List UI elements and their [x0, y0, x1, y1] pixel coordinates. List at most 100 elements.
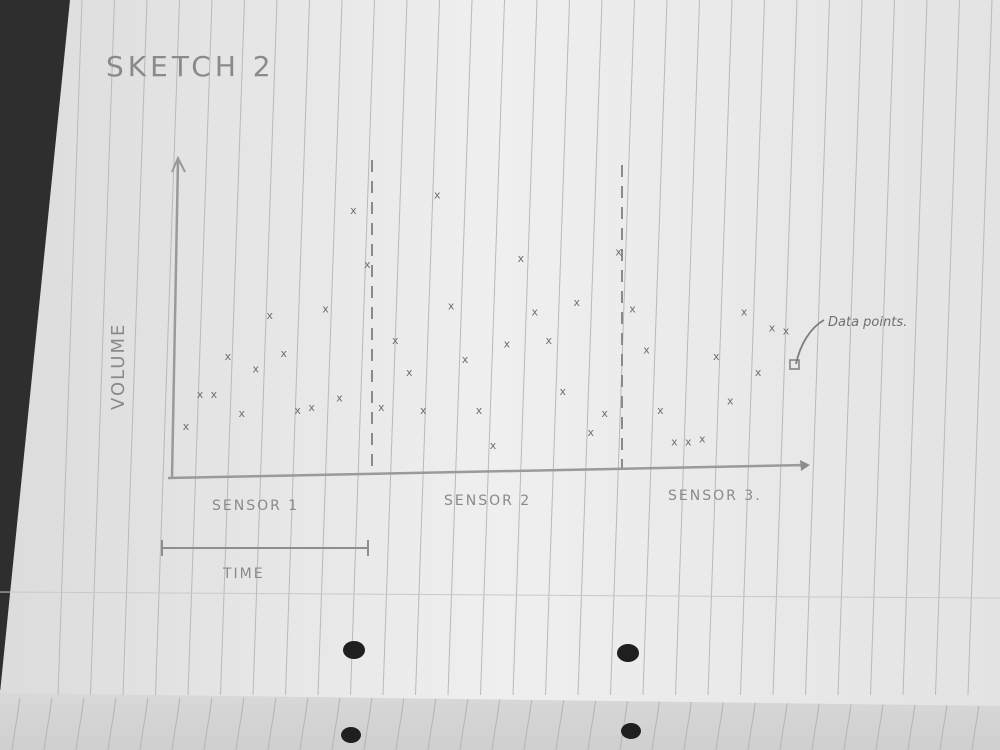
data-point-sensor-2: x — [573, 296, 580, 309]
ruled-line — [870, 0, 895, 696]
lower-ruled-line — [267, 697, 277, 750]
data-point-sensor-1: x — [294, 404, 301, 417]
lower-ruled-line — [747, 697, 757, 750]
group-label-sensor-3: SENSOR 3. — [668, 488, 762, 504]
lower-ruled-line — [619, 697, 629, 750]
ruled-line — [610, 0, 635, 696]
punch-hole-lower-left — [341, 727, 361, 743]
lower-ruled-line — [587, 697, 597, 750]
data-point-sensor-2: x — [532, 306, 539, 319]
data-point-sensor-1: x — [225, 350, 232, 363]
scatter-chart: SKETCH 2 VOLUME SENSOR 1 SENSOR 2 SENSOR… — [106, 50, 907, 582]
lower-ruled-line — [683, 697, 693, 750]
data-point-sensor-1: x — [197, 388, 204, 401]
data-point-sensor-3: x — [671, 436, 678, 449]
lower-ruled-line — [907, 697, 917, 750]
ruled-line — [317, 0, 343, 696]
data-point-sensor-2: x — [420, 404, 427, 417]
ruled-line — [187, 0, 213, 696]
data-point-sensor-2: x — [364, 258, 371, 271]
data-point-sensor-3: x — [685, 436, 692, 449]
data-point-sensor-2: x — [406, 366, 413, 379]
ruled-line — [252, 0, 278, 696]
ruled-line — [935, 0, 960, 696]
ruled-line — [642, 0, 668, 696]
lower-ruled-line — [939, 697, 949, 750]
lower-ruled-line — [811, 697, 821, 750]
lower-ruled-line — [139, 697, 149, 750]
ruled-line — [415, 0, 440, 696]
ruled-line — [57, 0, 83, 696]
ruled-line — [220, 0, 245, 696]
data-point-sensor-3: x — [629, 303, 636, 316]
y-axis-label: VOLUME — [108, 323, 129, 410]
punch-hole-left — [343, 641, 365, 659]
lower-ruled-line — [331, 697, 341, 750]
ruled-line — [447, 0, 473, 696]
data-point-sensor-2: x — [476, 404, 483, 417]
lower-ruled-line — [395, 697, 405, 750]
chart-title: SKETCH 2 — [106, 50, 275, 83]
lower-ruled-line — [171, 697, 181, 750]
data-point-sensor-2: x — [462, 353, 469, 366]
paper-sheet — [0, 0, 1000, 706]
lower-ruled-line — [491, 697, 501, 750]
data-point-sensor-2: x — [518, 252, 525, 265]
lower-ruled-line — [107, 697, 117, 750]
data-point-sensor-3: x — [657, 404, 664, 417]
lower-ruled-line — [555, 697, 565, 750]
data-point-sensor-1: x — [322, 303, 329, 316]
data-point-sensor-3: x — [699, 433, 706, 446]
data-point-sensor-2: x — [434, 188, 441, 201]
group-label-sensor-1: SENSOR 1 — [212, 498, 299, 514]
lower-ruled-line — [235, 697, 245, 750]
ruled-line — [772, 0, 798, 696]
lower-ruled-line — [843, 697, 853, 750]
data-point-sensor-3: x — [755, 366, 762, 379]
y-axis-line — [170, 159, 180, 479]
lower-ruled-line — [43, 697, 53, 750]
lower-ruled-line — [11, 697, 21, 750]
data-point-sensor-1: x — [336, 391, 343, 404]
group-label-sensor-2: SENSOR 2 — [444, 493, 531, 509]
annotated-point-box — [789, 359, 800, 370]
lower-ruled-line — [779, 697, 789, 750]
ruled-line — [382, 0, 408, 696]
ruled-line — [707, 0, 733, 696]
annotation-label: Data points. — [828, 315, 907, 330]
data-point-sensor-2: x — [546, 334, 553, 347]
punch-hole-right — [617, 644, 639, 662]
margin-line — [0, 591, 1000, 599]
lower-ruled-line — [299, 697, 309, 750]
data-point-sensor-3: x — [587, 426, 594, 439]
data-point-sensor-1: x — [253, 363, 260, 376]
lower-sheet-lines — [11, 697, 981, 750]
x-axis-arrowhead — [800, 460, 810, 471]
ruled-line — [740, 0, 765, 696]
ruled-line — [122, 0, 148, 696]
lower-ruled-line — [971, 697, 981, 750]
ruled-line — [805, 0, 830, 696]
data-point-sensor-3: x — [601, 407, 608, 420]
data-point-sensor-2: x — [490, 439, 497, 452]
lower-ruled-line — [427, 697, 437, 750]
ruled-line — [350, 0, 375, 696]
data-point-sensor-1: x — [266, 309, 273, 322]
data-point-sensor-1: x — [211, 388, 218, 401]
lower-ruled-line — [523, 697, 533, 750]
data-point-sensor-3: x — [713, 350, 720, 363]
lower-ruled-line — [203, 697, 213, 750]
ruled-line — [675, 0, 700, 696]
data-point-sensor-3: x — [727, 394, 734, 407]
data-point-sensor-3: x — [783, 325, 790, 338]
lower-ruled-line — [651, 697, 661, 750]
lower-ruled-line — [715, 697, 725, 750]
data-point-sensor-1: x — [308, 401, 315, 414]
ruled-line — [902, 0, 928, 696]
data-point-sensor-1: x — [280, 347, 287, 360]
ruled-line — [285, 0, 310, 696]
ruled-line — [480, 0, 505, 696]
data-point-sensor-3: x — [741, 306, 748, 319]
ruled-line — [837, 0, 863, 696]
